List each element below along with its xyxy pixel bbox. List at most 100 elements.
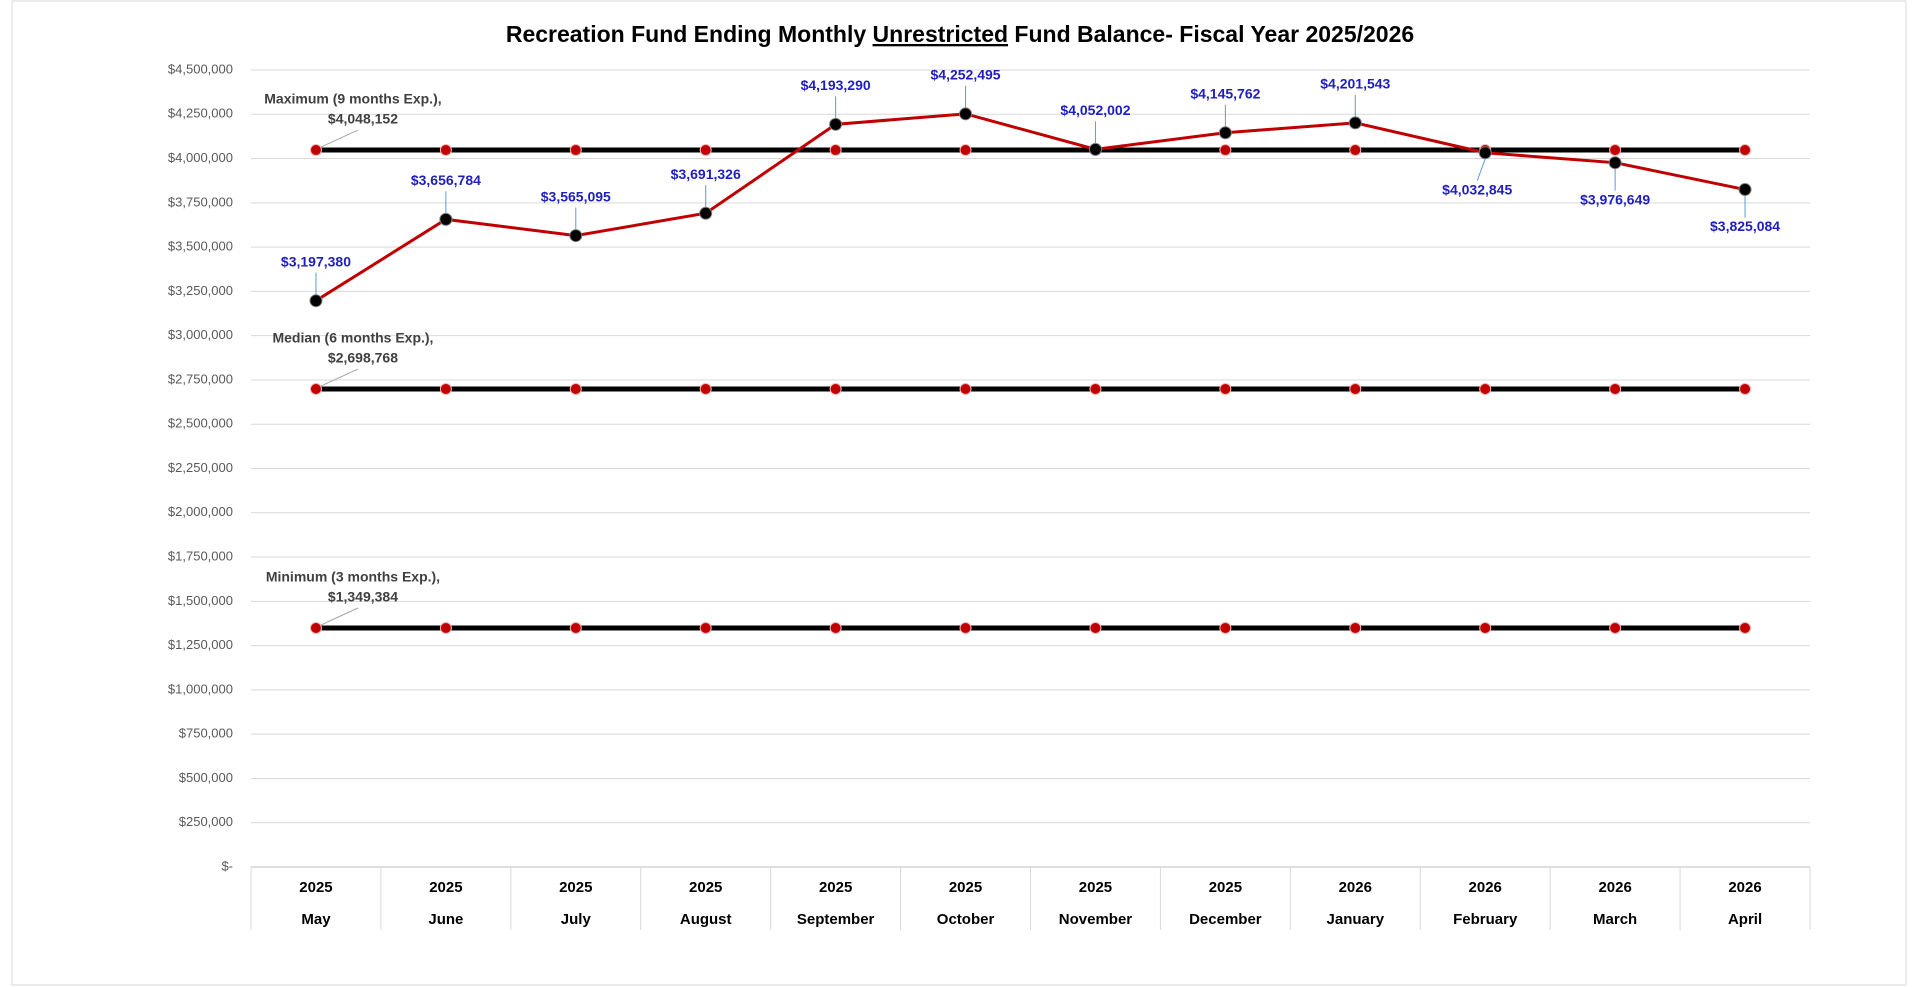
data-label: $4,252,495 xyxy=(931,67,1001,83)
x-year-label: 2026 xyxy=(1598,879,1631,896)
y-tick-label: $3,750,000 xyxy=(168,194,233,209)
data-point xyxy=(1479,622,1492,635)
data-point xyxy=(309,622,322,635)
x-year-label: 2025 xyxy=(299,879,332,896)
data-point xyxy=(959,144,972,157)
data-point xyxy=(1609,622,1622,635)
x-tick-label: September xyxy=(797,911,875,928)
x-tick-label: July xyxy=(561,911,592,928)
data-label: $4,201,543 xyxy=(1320,76,1390,92)
x-year-label: 2025 xyxy=(1209,879,1242,896)
data-label: $4,052,002 xyxy=(1060,102,1130,118)
data-point xyxy=(1478,146,1492,160)
data-point xyxy=(1739,144,1752,157)
data-point xyxy=(1739,622,1752,635)
x-tick-label: February xyxy=(1453,911,1518,928)
y-tick-label: $3,500,000 xyxy=(168,239,233,254)
data-point xyxy=(959,622,972,635)
y-tick-label: $3,000,000 xyxy=(168,327,233,342)
data-point xyxy=(1219,622,1232,635)
x-tick-label: April xyxy=(1728,911,1762,928)
data-point xyxy=(699,383,712,396)
chart-title: Recreation Fund Ending Monthly Unrestric… xyxy=(506,21,1414,47)
data-point xyxy=(1089,383,1102,396)
data-point xyxy=(309,383,322,396)
y-tick-label: $3,250,000 xyxy=(168,283,233,298)
data-point xyxy=(699,144,712,157)
annotation: Median (6 months Exp.), xyxy=(272,330,433,346)
data-point xyxy=(959,107,973,121)
data-point xyxy=(1608,156,1622,170)
title-part: Unrestricted xyxy=(873,21,1008,47)
data-point xyxy=(829,117,843,131)
x-year-label: 2025 xyxy=(429,879,462,896)
y-tick-label: $- xyxy=(221,858,233,873)
data-point xyxy=(1738,183,1752,197)
data-point xyxy=(699,622,712,635)
data-label: $4,145,762 xyxy=(1190,85,1260,101)
data-point xyxy=(1609,383,1622,396)
data-point xyxy=(829,144,842,157)
x-tick-label: May xyxy=(301,911,331,928)
data-point xyxy=(1219,383,1232,396)
y-tick-label: $2,750,000 xyxy=(168,371,233,386)
data-point xyxy=(439,212,453,226)
data-label: $1,349,384 xyxy=(328,589,398,605)
x-year-label: 2025 xyxy=(819,879,852,896)
x-tick-label: June xyxy=(428,911,463,928)
data-point xyxy=(829,622,842,635)
data-point xyxy=(439,144,452,157)
title-part: Recreation Fund Ending Monthly xyxy=(506,21,873,47)
y-tick-label: $4,500,000 xyxy=(168,61,233,76)
y-tick-label: $4,250,000 xyxy=(168,106,233,121)
title-part: Fund Balance- Fiscal Year 2025/2026 xyxy=(1008,21,1414,47)
data-point xyxy=(1089,622,1102,635)
data-point xyxy=(1348,116,1362,130)
x-tick-label: August xyxy=(680,911,732,928)
data-point xyxy=(1349,622,1362,635)
x-year-label: 2026 xyxy=(1469,879,1502,896)
data-label: $3,691,326 xyxy=(671,166,741,182)
annotation: Minimum (3 months Exp.), xyxy=(266,569,440,585)
x-year-label: 2025 xyxy=(1079,879,1112,896)
y-tick-label: $2,500,000 xyxy=(168,416,233,431)
y-tick-label: $1,000,000 xyxy=(168,681,233,696)
x-tick-label: March xyxy=(1593,911,1637,928)
data-point xyxy=(1349,144,1362,157)
series-line xyxy=(315,112,1746,302)
data-label: $3,565,095 xyxy=(541,188,611,204)
data-point xyxy=(569,229,583,243)
x-tick-label: October xyxy=(937,911,995,928)
x-tick-label: January xyxy=(1327,911,1385,928)
y-tick-label: $250,000 xyxy=(179,814,233,829)
data-label: $2,698,768 xyxy=(328,350,398,366)
data-label: $3,976,649 xyxy=(1580,191,1650,207)
x-tick-label: December xyxy=(1189,911,1262,928)
data-point xyxy=(569,622,582,635)
x-year-label: 2025 xyxy=(949,879,982,896)
data-point xyxy=(829,383,842,396)
y-tick-label: $2,250,000 xyxy=(168,460,233,475)
data-label: $3,656,784 xyxy=(411,172,481,188)
data-point xyxy=(699,206,713,220)
data-point xyxy=(439,383,452,396)
data-label: $3,197,380 xyxy=(281,253,351,269)
y-tick-label: $1,500,000 xyxy=(168,593,233,608)
data-point xyxy=(1479,383,1492,396)
y-tick-label: $500,000 xyxy=(179,770,233,785)
leader-line xyxy=(320,129,359,148)
chart-frame xyxy=(11,0,1907,986)
data-point xyxy=(1219,144,1232,157)
data-point xyxy=(309,144,322,157)
y-tick-label: $750,000 xyxy=(179,726,233,741)
leader-line xyxy=(1476,158,1486,181)
data-point xyxy=(439,622,452,635)
data-label: $4,193,290 xyxy=(801,77,871,93)
data-point xyxy=(959,383,972,396)
y-tick-label: $2,000,000 xyxy=(168,504,233,519)
data-point xyxy=(1218,126,1232,140)
data-point xyxy=(1609,144,1622,157)
data-point xyxy=(309,294,323,308)
data-label: $3,825,084 xyxy=(1710,218,1780,234)
